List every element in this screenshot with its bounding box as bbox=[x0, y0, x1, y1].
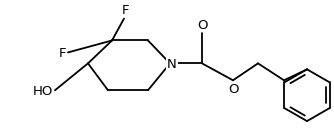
Text: O: O bbox=[198, 18, 208, 31]
Text: N: N bbox=[167, 58, 177, 71]
Text: HO: HO bbox=[33, 85, 53, 98]
Text: F: F bbox=[58, 47, 66, 60]
Text: O: O bbox=[229, 83, 239, 96]
Text: F: F bbox=[122, 4, 130, 17]
